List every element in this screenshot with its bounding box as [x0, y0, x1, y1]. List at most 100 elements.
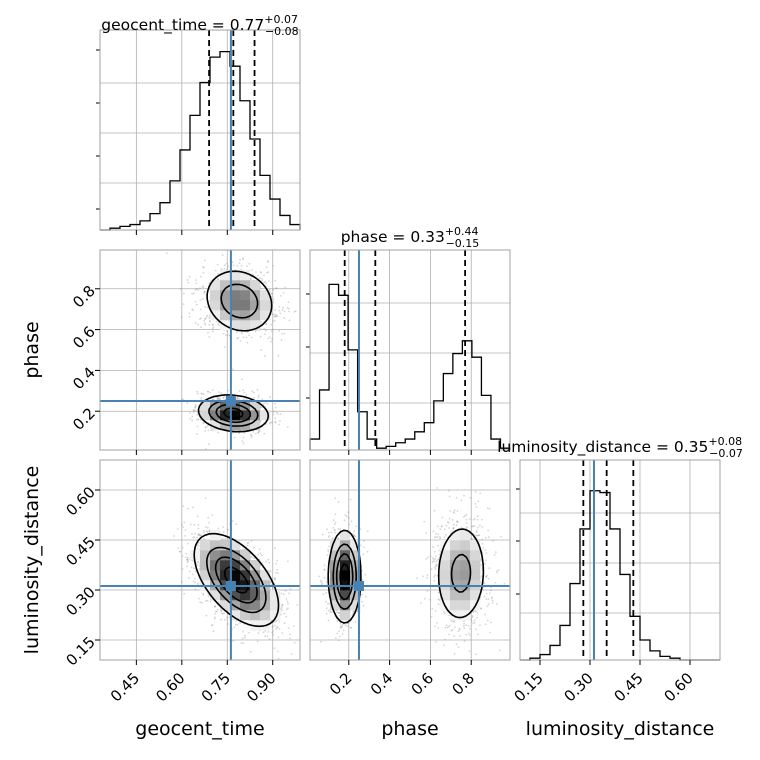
- scatter-point: [280, 295, 282, 297]
- density-cell: [250, 570, 261, 581]
- scatter-point: [217, 600, 220, 603]
- scatter-point: [448, 517, 451, 520]
- scatter-point: [194, 288, 197, 291]
- scatter-point: [214, 605, 217, 608]
- scatter-point: [231, 520, 234, 522]
- scatter-point: [196, 414, 199, 416]
- density-cell: [260, 570, 271, 581]
- scatter-point: [271, 625, 274, 628]
- scatter-point: [318, 575, 321, 578]
- scatter-point: [443, 644, 445, 647]
- scatter-point: [238, 390, 241, 392]
- scatter-point: [273, 621, 276, 624]
- scatter-point: [491, 596, 493, 599]
- scatter-point: [216, 397, 219, 399]
- scatter-point: [188, 315, 191, 318]
- scatter-point: [279, 312, 282, 315]
- scatter-point: [188, 570, 191, 573]
- scatter-point: [274, 406, 277, 409]
- scatter-point: [254, 432, 257, 435]
- scatter-point: [199, 534, 202, 537]
- scatter-point: [197, 418, 200, 421]
- density-cell: [210, 290, 221, 301]
- scatter-point: [236, 264, 239, 267]
- scatter-point: [186, 559, 188, 561]
- scatter-point: [202, 286, 205, 289]
- scatter-point: [266, 261, 269, 264]
- scatter-point: [274, 402, 276, 405]
- scatter-point: [220, 610, 223, 613]
- scatter-point: [260, 321, 263, 324]
- scatter-point: [265, 323, 268, 326]
- scatter-point: [275, 562, 277, 565]
- scatter-point: [213, 605, 216, 608]
- panel-content: [100, 250, 300, 450]
- scatter-point: [227, 389, 230, 392]
- scatter-point: [208, 323, 211, 326]
- scatter-point: [353, 534, 356, 537]
- scatter-point: [246, 542, 249, 544]
- truth-marker: [225, 396, 236, 407]
- scatter-point: [488, 567, 491, 569]
- scatter-point: [215, 320, 218, 323]
- scatter-point: [195, 282, 198, 285]
- scatter-point: [181, 567, 184, 570]
- scatter-point: [278, 305, 281, 308]
- scatter-point: [438, 599, 441, 601]
- scatter-point: [227, 265, 230, 268]
- scatter-point: [471, 525, 473, 528]
- scatter-point: [197, 289, 200, 291]
- scatter-point: [194, 300, 197, 303]
- scatter-point: [445, 533, 447, 536]
- scatter-point: [474, 653, 477, 656]
- scatter-point: [274, 313, 277, 316]
- scatter-point: [481, 543, 484, 545]
- scatter-point: [276, 626, 279, 629]
- scatter-point: [259, 552, 262, 554]
- scatter-point: [242, 436, 245, 439]
- scatter-point: [363, 539, 365, 542]
- scatter-point: [274, 287, 277, 289]
- density-cell: [220, 600, 231, 611]
- scatter-point: [426, 574, 429, 576]
- scatter-point: [465, 513, 468, 516]
- scatter-point: [200, 397, 203, 399]
- scatter-point: [360, 593, 363, 596]
- scatter-point: [194, 404, 197, 406]
- scatter-point: [274, 578, 276, 581]
- scatter-point: [462, 625, 465, 627]
- scatter-point: [277, 413, 279, 415]
- scatter-point: [197, 533, 200, 536]
- scatter-point: [484, 536, 487, 539]
- scatter-point: [221, 254, 224, 257]
- density-cell: [250, 310, 261, 321]
- scatter-point: [277, 636, 280, 639]
- scatter-point: [186, 556, 189, 559]
- scatter-point: [488, 508, 491, 510]
- density-cell: [210, 570, 221, 581]
- scatter-point: [207, 390, 209, 393]
- scatter-point: [493, 553, 496, 556]
- scatter-point: [456, 520, 459, 523]
- scatter-point: [187, 542, 189, 545]
- density-cell: [210, 410, 221, 421]
- scatter-point: [217, 278, 220, 280]
- scatter-point: [447, 521, 450, 524]
- density-cell: [220, 550, 231, 561]
- scatter-point: [280, 339, 283, 342]
- scatter-point: [222, 526, 225, 528]
- scatter-point: [202, 592, 205, 595]
- scatter-point: [179, 550, 181, 553]
- scatter-point: [203, 319, 206, 322]
- scatter-point: [449, 624, 451, 627]
- scatter-point: [223, 264, 226, 266]
- density-cell: [250, 400, 261, 411]
- density-cell: [220, 310, 231, 321]
- scatter-point: [272, 320, 274, 323]
- scatter-point: [166, 252, 168, 255]
- scatter-point: [274, 624, 276, 627]
- scatter-point: [193, 536, 196, 538]
- scatter-point: [257, 396, 260, 399]
- scatter-point: [477, 633, 479, 636]
